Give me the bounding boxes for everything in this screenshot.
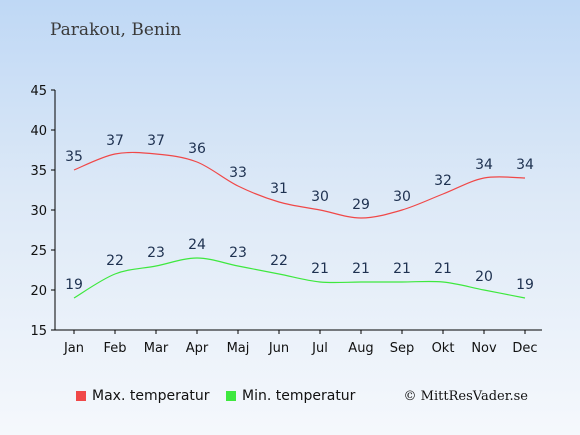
- data-label-min: 22: [106, 253, 124, 269]
- data-label-min: 21: [393, 261, 411, 277]
- x-tick-label: Jul: [311, 341, 328, 356]
- y-tick-label: 40: [30, 124, 47, 139]
- data-label-max: 30: [393, 189, 411, 205]
- data-label-min: 20: [475, 269, 493, 285]
- data-label-min: 22: [270, 253, 288, 269]
- x-tick-label: Aug: [348, 341, 373, 356]
- data-label-min: 19: [65, 277, 83, 293]
- y-tick-label: 15: [30, 324, 47, 339]
- legend: Max. temperatur Min. temperatur: [76, 388, 546, 408]
- data-label-max: 31: [270, 181, 288, 197]
- data-label-min: 23: [147, 245, 165, 261]
- x-tick-label: Apr: [186, 341, 209, 356]
- x-tick-label: Dec: [512, 341, 537, 356]
- data-label-min: 19: [516, 277, 534, 293]
- data-labels: 35 37 37 36 33 31 30 29 30 32 34 34 19 22 23 24 23 22 21 21…: [65, 133, 534, 293]
- axes: 15 20 25 30 35 40 45 Jan Feb Mar Apr Maj Jun Jul Aug Se…: [30, 84, 542, 356]
- x-tick-label: Sep: [390, 341, 415, 356]
- data-label-max: 37: [106, 133, 124, 149]
- x-tick-label: Jan: [63, 341, 84, 356]
- data-label-max: 29: [352, 197, 370, 213]
- data-label-min: 23: [229, 245, 247, 261]
- x-tick-label: Okt: [432, 341, 455, 356]
- legend-label-min: Min. temperatur: [242, 388, 356, 404]
- data-label-min: 21: [311, 261, 329, 277]
- series-line-min: [73, 257, 526, 299]
- chart-title: Parakou, Benin: [50, 20, 182, 40]
- x-tick-label: Nov: [471, 341, 497, 356]
- credit-text[interactable]: © MittResVader.se: [403, 389, 528, 404]
- series-line-max: [73, 151, 526, 219]
- y-tick-label: 35: [30, 164, 47, 179]
- y-tick-label: 30: [30, 204, 47, 219]
- data-label-min: 21: [352, 261, 370, 277]
- legend-swatch-min: [226, 391, 236, 401]
- x-tick-label: Feb: [103, 341, 126, 356]
- x-tick-label: Maj: [227, 341, 250, 356]
- data-label-min: 24: [188, 237, 206, 253]
- data-label-max: 33: [229, 165, 247, 181]
- data-label-max: 37: [147, 133, 165, 149]
- data-label-max: 34: [475, 157, 493, 173]
- y-tick-label: 45: [30, 84, 47, 99]
- x-tick-label: Jun: [268, 341, 289, 356]
- y-tick-label: 20: [30, 284, 47, 299]
- data-label-max: 34: [516, 157, 534, 173]
- x-tick-label: Mar: [144, 341, 169, 356]
- data-label-min: 21: [434, 261, 452, 277]
- y-tick-label: 25: [30, 244, 47, 259]
- data-label-max: 35: [65, 149, 83, 165]
- legend-item-min: Min. temperatur: [226, 388, 355, 404]
- legend-item-max: Max. temperatur: [76, 388, 210, 404]
- data-label-max: 36: [188, 141, 206, 157]
- data-label-max: 30: [311, 189, 329, 205]
- data-label-max: 32: [434, 173, 452, 189]
- legend-swatch-max: [76, 391, 86, 401]
- legend-label-max: Max. temperatur: [92, 388, 210, 404]
- series-layer: [73, 151, 526, 299]
